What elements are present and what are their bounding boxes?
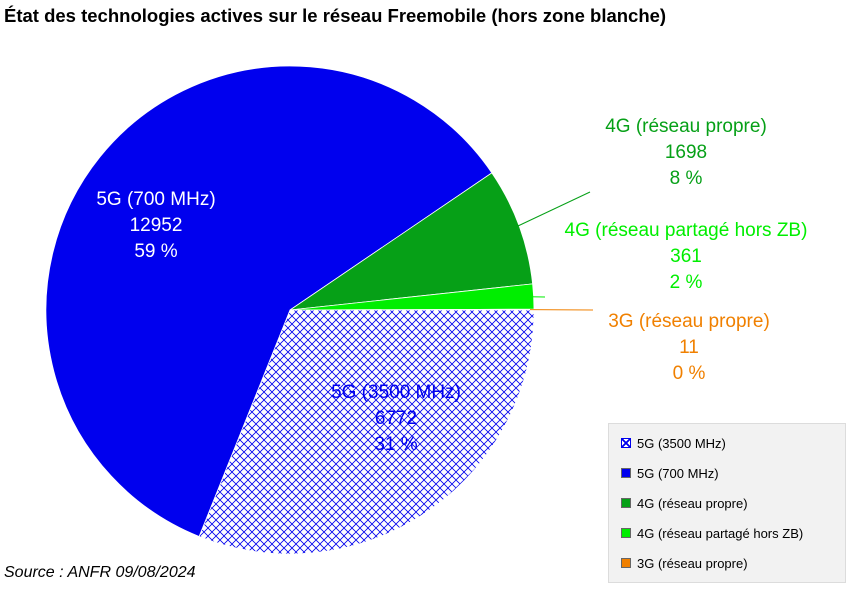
- legend: 5G (3500 MHz) 5G (700 MHz) 4G (réseau prop…: [608, 423, 846, 583]
- legend-label-5g-3500-mhz: 5G (3500 MHz): [637, 435, 726, 451]
- slice-value-5g-700-mhz: 12952: [130, 215, 183, 236]
- slice-percent-5g-700-mhz: 59 %: [134, 241, 177, 262]
- slice-label-5g-3500-mhz: 5G (3500 MHz): [331, 382, 461, 403]
- slice-value-5g-3500-mhz: 6772: [375, 408, 417, 429]
- legend-item-5g-700-mhz: 5G (700 MHz): [621, 463, 719, 483]
- source-note: Source : ANFR 09/08/2024: [4, 564, 196, 581]
- slice-value-4g-r-seau-propre: 1698: [665, 142, 707, 163]
- legend-label-5g-700-mhz: 5G (700 MHz): [637, 465, 719, 481]
- slice-label-4g-r-seau-partag-hors-zb: 4G (réseau partagé hors ZB): [565, 220, 808, 241]
- pie-slice-5g-3500-mhz: [198, 309, 535, 555]
- slice-percent-3g-r-seau-propre: 0 %: [673, 363, 706, 384]
- slice-value-4g-r-seau-partag-hors-zb: 361: [670, 246, 702, 267]
- legend-item-3g-r-seau-propre: 3G (réseau propre): [621, 553, 748, 573]
- leader-line-4g-r-seau-propre: [515, 191, 591, 228]
- legend-swatch-3g-r-seau-propre: [621, 558, 631, 568]
- chart-title: État des technologies actives sur le rés…: [4, 5, 667, 26]
- legend-swatch-5g-3500-mhz: [621, 438, 631, 448]
- legend-label-3g-r-seau-propre: 3G (réseau propre): [637, 555, 748, 571]
- legend-item-4g-r-seau-partag-hors-zb: 4G (réseau partagé hors ZB): [621, 523, 803, 543]
- legend-swatch-4g-r-seau-propre: [621, 498, 631, 508]
- legend-item-4g-r-seau-propre: 4G (réseau propre): [621, 493, 748, 513]
- slice-label-3g-r-seau-propre: 3G (réseau propre): [608, 311, 770, 332]
- legend-item-5g-3500-mhz: 5G (3500 MHz): [621, 433, 726, 453]
- slice-percent-4g-r-seau-propre: 8 %: [670, 168, 703, 189]
- slice-percent-4g-r-seau-partag-hors-zb: 2 %: [670, 272, 703, 293]
- pie-slice-5g-700-mhz: [45, 65, 493, 537]
- slice-label-4g-r-seau-propre: 4G (réseau propre): [605, 116, 767, 137]
- slice-percent-5g-3500-mhz: 31 %: [374, 434, 417, 455]
- slice-label-5g-700-mhz: 5G (700 MHz): [96, 189, 215, 210]
- legend-swatch-4g-r-seau-partag-hors-zb: [621, 528, 631, 538]
- slice-value-3g-r-seau-propre: 11: [679, 337, 699, 358]
- legend-label-4g-r-seau-partag-hors-zb: 4G (réseau partagé hors ZB): [637, 525, 804, 541]
- legend-label-4g-r-seau-propre: 4G (réseau propre): [637, 495, 748, 511]
- legend-swatch-5g-700-mhz: [621, 468, 631, 478]
